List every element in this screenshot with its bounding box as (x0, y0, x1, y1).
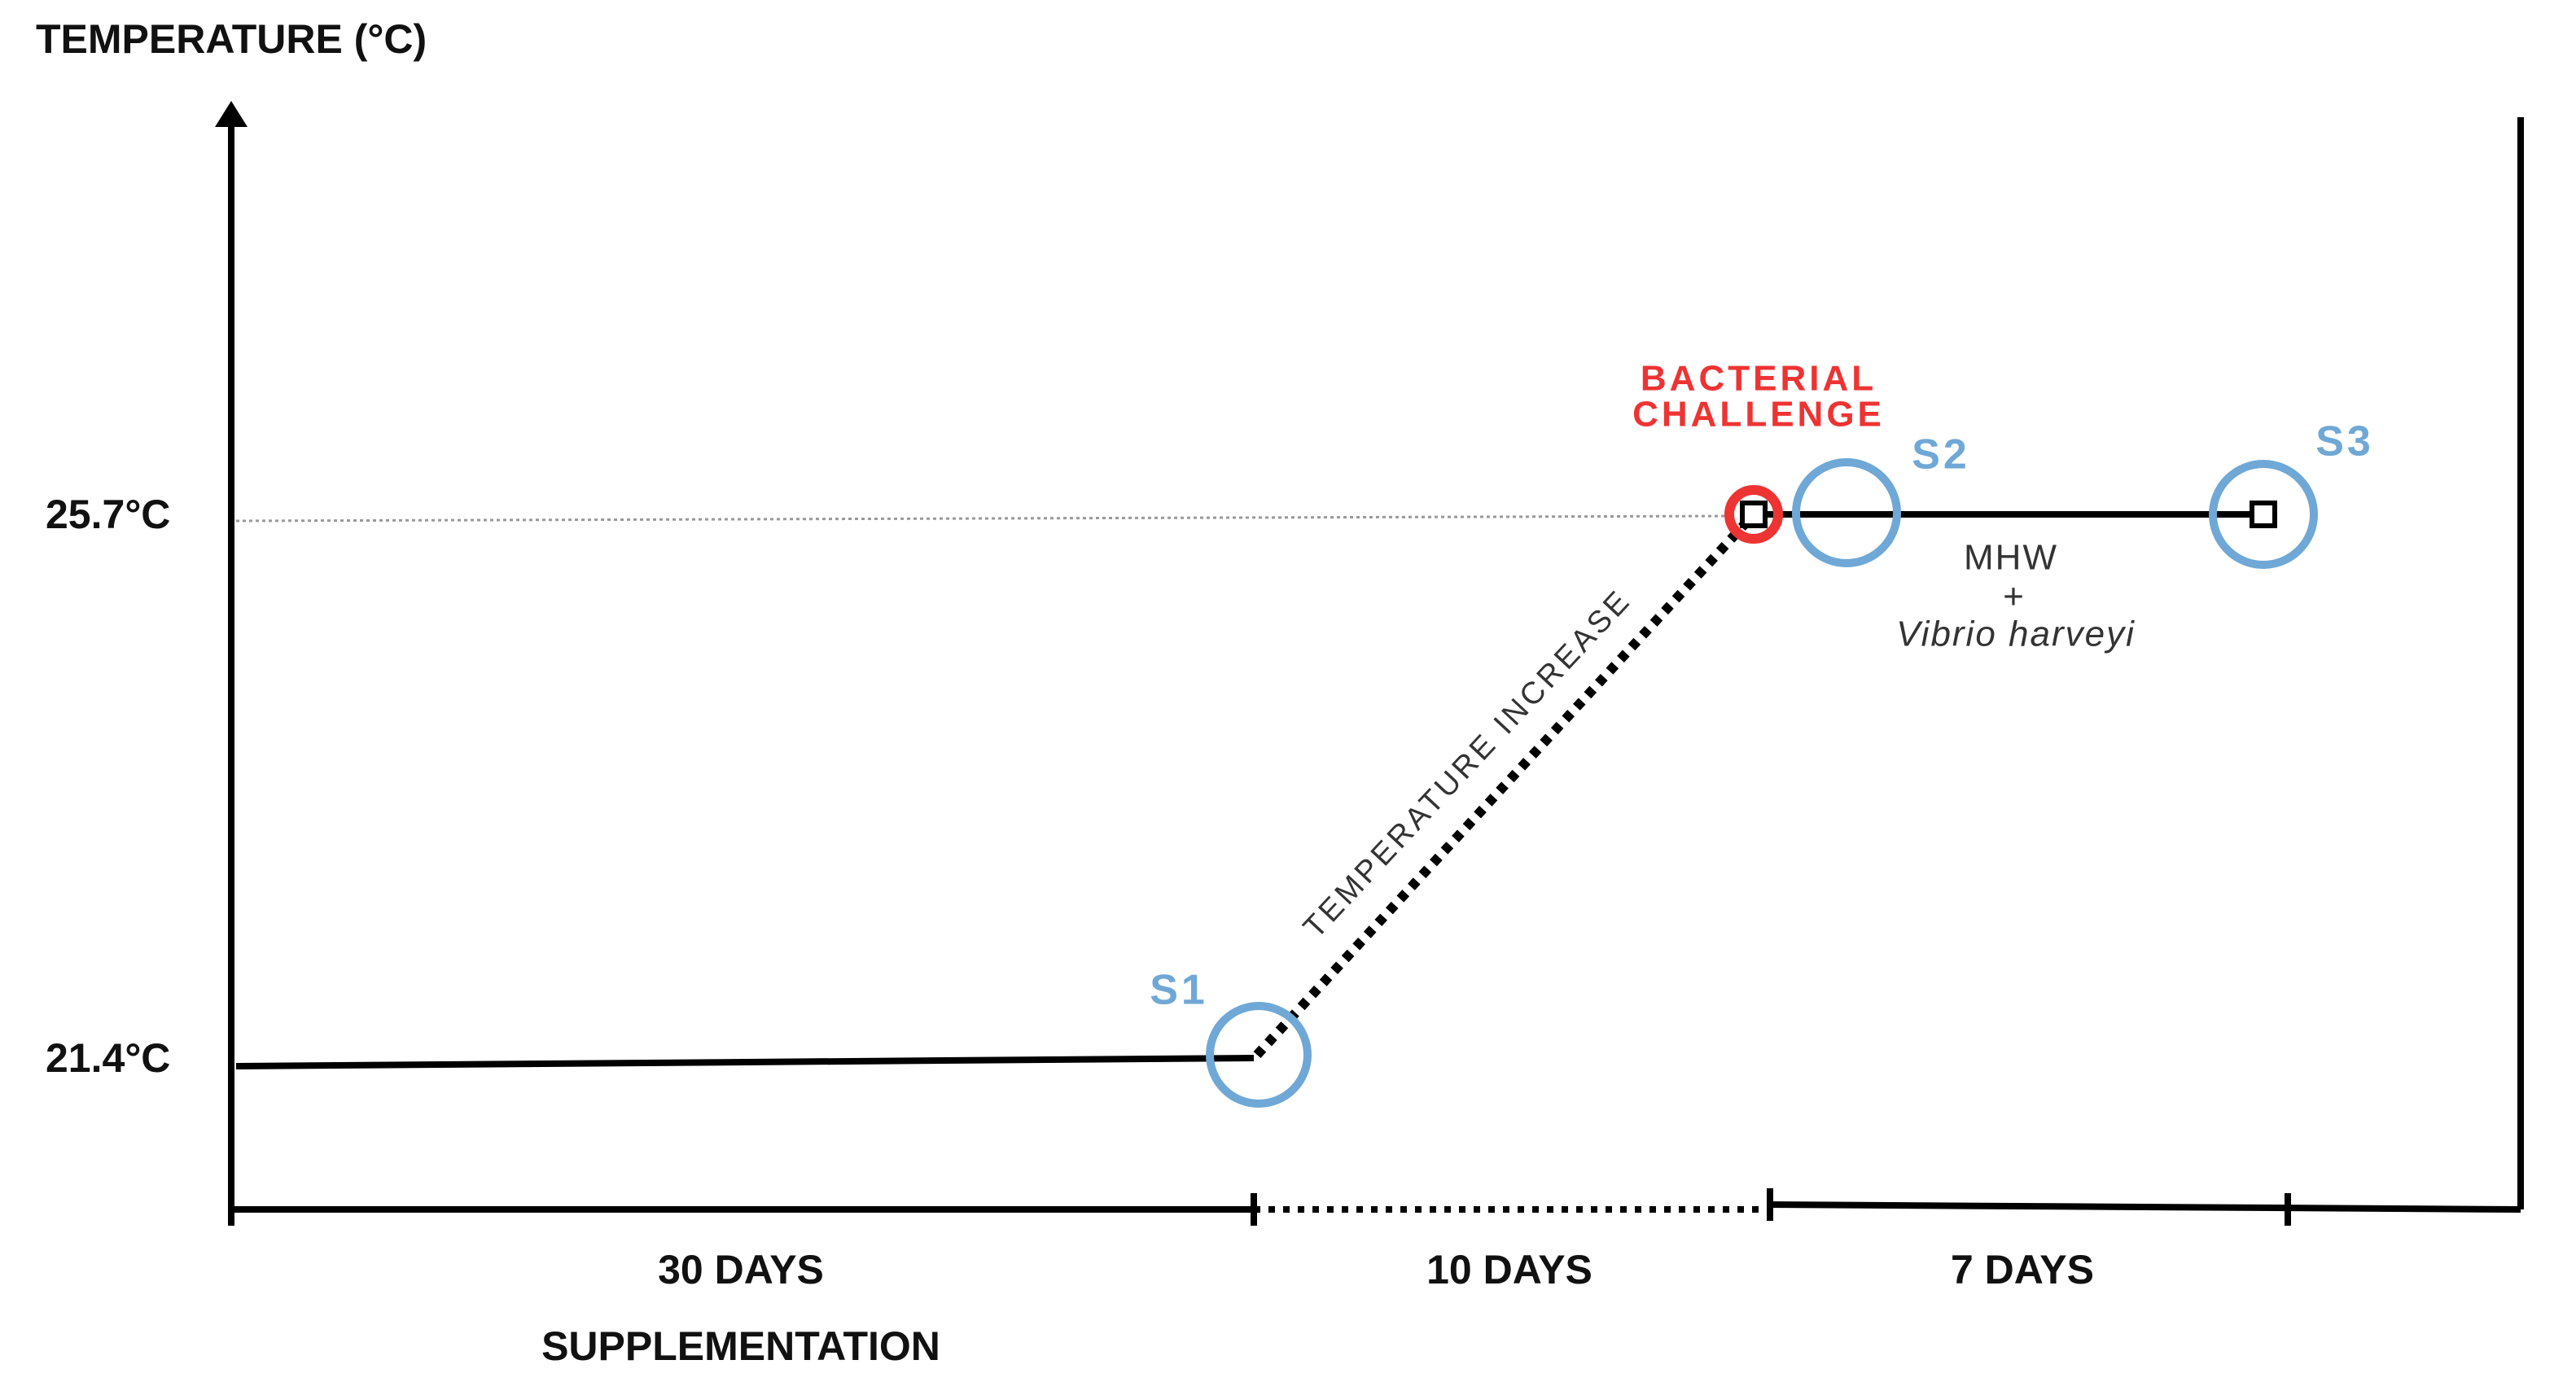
temp-ramp (1253, 510, 1758, 1059)
square-marker (2250, 501, 2277, 528)
event-label: CHALLENGE (1632, 395, 1885, 435)
x-axis (1766, 1201, 2521, 1213)
period-sublabel: SUPPLEMENTATION (541, 1323, 940, 1369)
event-label: BACTERIAL (1641, 359, 1877, 399)
sample-label: S1 (1150, 967, 1208, 1014)
condition-label: MHW (1964, 538, 2058, 578)
event-marker (1724, 485, 1783, 544)
baseline-temp (235, 1055, 1255, 1069)
period-label: 30 DAYS (658, 1247, 824, 1292)
sample-circle (2209, 460, 2318, 569)
sample-label: S2 (1912, 431, 1970, 479)
sample-label: S3 (2315, 418, 2374, 466)
square-marker (1740, 501, 1768, 528)
sample-circle (1206, 1002, 1312, 1108)
y-axis-arrow (215, 101, 248, 127)
condition-label: Vibrio harveyi (1896, 614, 2136, 654)
period-label: 7 DAYS (1951, 1247, 2094, 1292)
ramp-label: TEMPERATURE INCREASE (1297, 583, 1638, 945)
sample-circle (1792, 458, 1901, 567)
y-tick-label: 21.4°C (46, 1035, 170, 1081)
y-axis-label: TEMPERATURE (°C) (36, 16, 427, 62)
condition-label: + (2003, 577, 2026, 617)
period-label: 10 DAYS (1426, 1247, 1592, 1292)
y-tick-label: 25.7°C (46, 492, 170, 537)
reference-line (235, 514, 1735, 523)
